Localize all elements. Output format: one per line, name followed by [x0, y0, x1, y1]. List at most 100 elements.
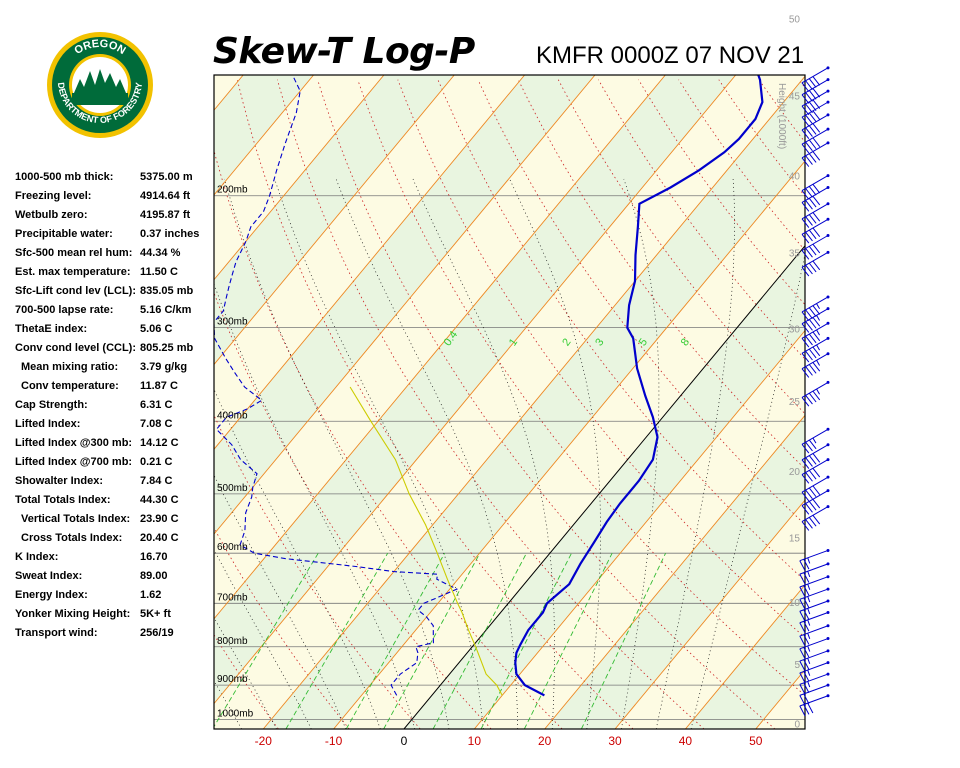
index-label: Total Totals Index:	[15, 494, 111, 506]
wind-barb-full	[808, 517, 817, 527]
index-row: Wetbulb zero: 4195.87 ft	[15, 206, 215, 225]
wind-barb-full	[808, 90, 817, 100]
index-label: Showalter Index:	[15, 475, 104, 487]
wind-barb	[801, 141, 830, 167]
wind-barb-staff	[801, 506, 829, 523]
index-label: ThetaE index:	[15, 323, 88, 335]
wind-barb-staff	[801, 251, 829, 268]
wind-barb-base	[826, 610, 830, 614]
isotherm-line	[333, 160, 805, 729]
wind-barb-full	[805, 519, 813, 529]
logo-seal-icon: OREGON DEPARTMENT OF FORESTRY	[47, 32, 153, 138]
index-row: Conv temperature: 11.87 C	[15, 377, 215, 396]
index-value: 16.70	[140, 551, 168, 563]
wind-barb-base	[826, 217, 830, 221]
index-row: Conv cond level (CCL): 805.25 mb	[15, 339, 215, 358]
wind-barb-base	[826, 637, 830, 641]
wind-barb-half	[816, 315, 821, 321]
svg-text:OREGON: OREGON	[72, 38, 127, 57]
wind-barb	[801, 505, 830, 531]
wind-barb-base	[826, 489, 830, 493]
index-label: 1000-500 mb thick:	[15, 171, 114, 183]
wind-barb-base	[826, 89, 830, 93]
wind-barb-full	[805, 80, 813, 90]
wind-barb-full	[801, 116, 810, 127]
wind-barb-full	[808, 364, 817, 374]
wind-barb-half	[807, 571, 811, 578]
moist-adiabat	[509, 178, 601, 729]
wind-barb-base	[826, 562, 830, 566]
pressure-label: 1000mb	[217, 708, 254, 719]
wind-barb-staff	[799, 638, 829, 650]
mixing-ratio-label: 1	[507, 336, 520, 348]
wind-barb-full	[801, 202, 810, 212]
index-value: 835.05 mb	[140, 285, 194, 297]
wind-barb-full	[799, 560, 806, 571]
wind-barb-half	[816, 329, 821, 336]
dewpoint-trace	[214, 75, 459, 696]
index-label: Yonker Mixing Height:	[15, 608, 131, 620]
wind-barb-half	[816, 360, 821, 366]
wind-barb-full	[799, 705, 806, 717]
index-row: Sweat Index: 89.00	[15, 567, 215, 586]
wind-barb-full	[808, 153, 817, 163]
wind-barb-staff	[801, 79, 829, 96]
height-tick-label: 25	[789, 397, 801, 408]
wind-barb-full	[801, 311, 810, 322]
wind-barb	[799, 661, 830, 683]
wind-barb-base	[826, 127, 830, 131]
isotherm-line	[214, 75, 455, 366]
index-row: Showalter Index: 7.84 C	[15, 472, 215, 491]
wind-barb	[801, 233, 830, 260]
wind-barb-staff	[801, 444, 829, 461]
stability-indices-panel: 1000-500 mb thick: 5375.00 m Freezing leve…	[15, 168, 215, 643]
index-row: Est. max temperature: 11.50 C	[15, 263, 215, 282]
wind-barb-base	[826, 174, 830, 178]
index-row: Freezing level: 4914.64 ft	[15, 187, 215, 206]
wind-barb-full	[808, 307, 817, 317]
wind-barb-staff	[801, 459, 829, 476]
pressure-label: 800mb	[217, 636, 248, 647]
wind-barb-full	[812, 99, 821, 109]
wind-barb-full	[812, 212, 821, 222]
wind-barb-full	[812, 331, 821, 342]
wind-barb-full	[808, 319, 817, 329]
wind-barb-staff	[799, 650, 829, 662]
dry-adiabat	[317, 79, 776, 729]
wind-barb-base	[826, 475, 830, 479]
wind-barb-half	[807, 669, 811, 676]
index-row: K Index: 16.70	[15, 548, 215, 567]
wind-barb	[799, 587, 830, 610]
wind-barb-full	[807, 702, 814, 714]
index-label: Cap Strength:	[15, 399, 88, 411]
wind-barb-full	[812, 317, 821, 327]
dry-adiabat	[477, 79, 805, 526]
index-label: Conv cond level (CCL):	[15, 342, 137, 354]
chart-title: Skew-T Log-P	[213, 31, 475, 72]
wind-barb-staff	[799, 625, 829, 637]
height-tick-label: 20	[789, 467, 801, 478]
wind-barb-full	[799, 635, 806, 647]
wind-barb-full	[799, 695, 806, 706]
wind-barb-base	[826, 624, 830, 628]
moist-adiabat	[214, 680, 242, 729]
wind-barb-full	[808, 501, 817, 511]
wind-barb-staff	[801, 490, 829, 507]
wind-barb-full	[805, 127, 813, 137]
wind-barb	[801, 489, 830, 515]
index-row: Energy Index: 1.62	[15, 586, 215, 605]
wind-barb-staff	[801, 322, 829, 339]
wind-barb-full	[808, 487, 817, 498]
wind-barb-staff	[799, 600, 829, 612]
wind-barb-full	[801, 491, 810, 502]
wind-barb-full	[808, 229, 817, 240]
wind-barb-staff	[801, 187, 829, 203]
wind-barb	[801, 336, 830, 363]
wind-barb-full	[812, 123, 821, 133]
wind-barb	[801, 352, 830, 378]
wind-barb-full	[805, 503, 813, 513]
wind-barb-full	[808, 245, 817, 256]
x-tick-label: 0	[401, 734, 408, 748]
index-label: Mean mixing ratio:	[21, 361, 119, 373]
